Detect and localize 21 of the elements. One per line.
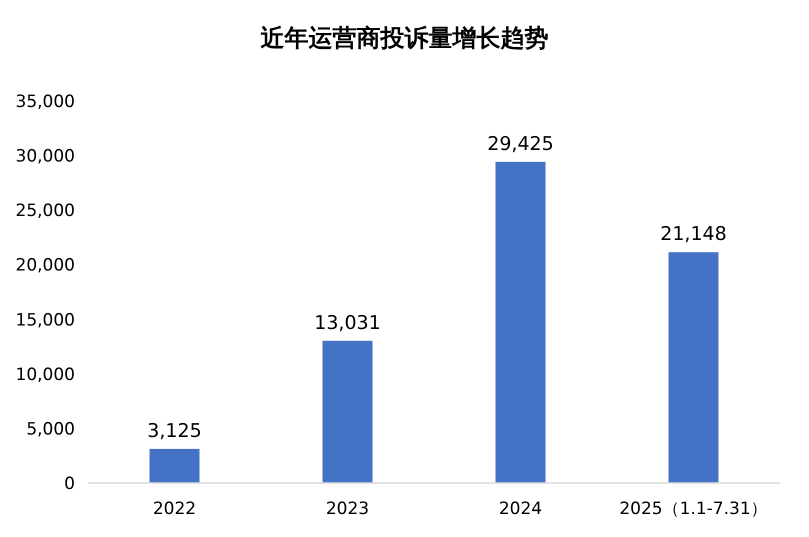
x-tick-label: 2024 — [498, 499, 542, 519]
data-label: 29,425 — [487, 132, 554, 155]
data-label: 21,148 — [660, 223, 727, 246]
x-tick-label: 2022 — [152, 499, 196, 519]
bar — [150, 448, 200, 483]
x-tick-label: 2023 — [326, 499, 370, 519]
y-tick-label: 10,000 — [16, 364, 75, 385]
y-tick-label: 15,000 — [16, 310, 75, 330]
y-tick-label: 5,000 — [26, 419, 75, 440]
data-label: 13,031 — [314, 312, 381, 334]
y-tick-label: 20,000 — [16, 256, 75, 276]
x-tick-label: 2025（1.1-7.31） — [619, 499, 768, 519]
data-label: 3,125 — [147, 420, 202, 442]
y-tick-label: 35,000 — [16, 92, 75, 112]
bar — [496, 162, 546, 483]
chart-title: 近年运营商投诉量增长趋势 — [260, 24, 548, 52]
y-tick-label: 30,000 — [16, 146, 75, 167]
y-tick-label: 25,000 — [16, 201, 75, 222]
bar — [322, 340, 372, 483]
bar — [668, 252, 718, 483]
y-tick-label: 0 — [64, 474, 75, 494]
